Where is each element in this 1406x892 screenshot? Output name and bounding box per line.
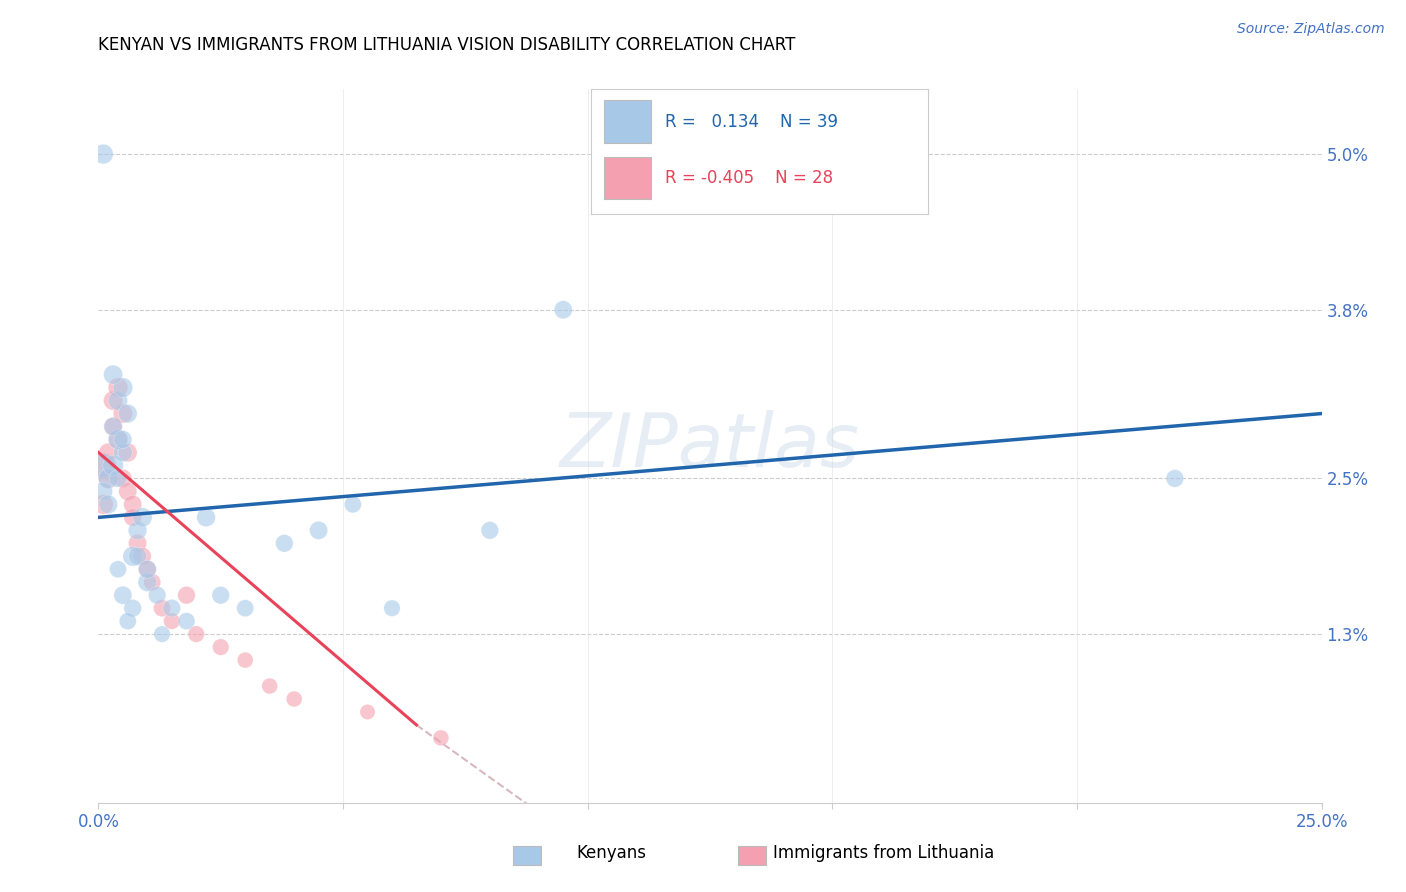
Point [97, 471, 120, 485]
Point [342, 497, 364, 511]
Point [117, 445, 139, 459]
Point [91, 484, 114, 499]
Point [97, 497, 120, 511]
Point [127, 549, 149, 564]
Point [259, 679, 281, 693]
Text: Immigrants from Lithuania: Immigrants from Lithuania [773, 844, 994, 862]
Point [121, 601, 143, 615]
Point [136, 575, 159, 590]
Point [150, 601, 173, 615]
Point [150, 627, 173, 641]
Point [308, 524, 330, 538]
Point [283, 692, 305, 706]
Point [111, 381, 134, 395]
Point [127, 536, 149, 550]
Point [91, 458, 114, 473]
Point [91, 497, 114, 511]
Point [430, 731, 453, 745]
Point [107, 433, 129, 447]
Point [127, 524, 149, 538]
Point [107, 433, 129, 447]
Point [176, 614, 198, 628]
Point [91, 147, 114, 161]
Point [107, 381, 129, 395]
Point [160, 614, 183, 628]
Point [97, 445, 120, 459]
Point [101, 419, 124, 434]
Point [176, 588, 198, 602]
Point [136, 562, 159, 576]
Point [117, 614, 139, 628]
Point [195, 510, 218, 524]
Point [553, 302, 575, 317]
Point [131, 549, 153, 564]
Text: Kenyans: Kenyans [576, 844, 647, 862]
Point [160, 601, 183, 615]
Point [111, 433, 134, 447]
Point [209, 588, 232, 602]
Point [101, 368, 124, 382]
Point [97, 471, 120, 485]
Bar [605, 101, 651, 143]
Point [111, 445, 134, 459]
Point [131, 510, 153, 524]
Point [117, 484, 139, 499]
Point [101, 393, 124, 408]
Point [91, 458, 114, 473]
Point [101, 419, 124, 434]
Point [111, 471, 134, 485]
Text: R =   0.134    N = 39: R = 0.134 N = 39 [665, 112, 838, 130]
Point [111, 407, 134, 421]
Point [121, 510, 143, 524]
Text: R = -0.405    N = 28: R = -0.405 N = 28 [665, 169, 832, 186]
Point [136, 562, 159, 576]
Point [273, 536, 295, 550]
Point [107, 393, 129, 408]
Point [111, 588, 134, 602]
Point [233, 653, 256, 667]
Point [209, 640, 232, 654]
Point [381, 601, 404, 615]
Point [121, 497, 143, 511]
Point [233, 601, 256, 615]
Point [356, 705, 378, 719]
Point [1164, 471, 1187, 485]
Point [107, 471, 129, 485]
Text: KENYAN VS IMMIGRANTS FROM LITHUANIA VISION DISABILITY CORRELATION CHART: KENYAN VS IMMIGRANTS FROM LITHUANIA VISI… [98, 36, 796, 54]
Text: ZIPatlas: ZIPatlas [560, 410, 860, 482]
Point [141, 575, 163, 590]
Bar [605, 157, 651, 199]
Text: Source: ZipAtlas.com: Source: ZipAtlas.com [1237, 22, 1385, 37]
Point [186, 627, 208, 641]
Point [121, 549, 143, 564]
Point [107, 562, 129, 576]
Point [478, 524, 501, 538]
Point [146, 588, 169, 602]
Point [101, 458, 124, 473]
Point [117, 407, 139, 421]
